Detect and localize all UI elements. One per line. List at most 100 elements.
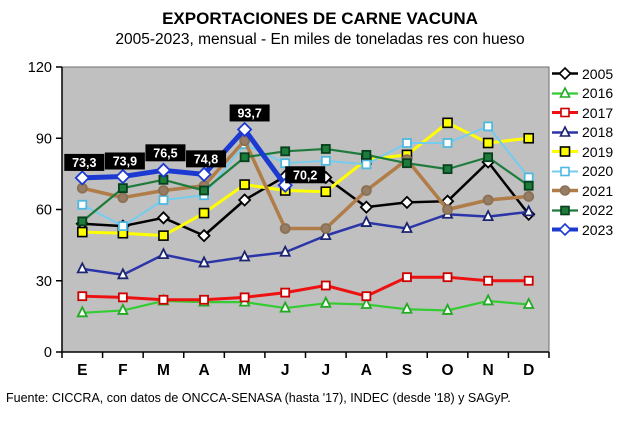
data-point-2005 — [156, 211, 171, 225]
y-tick-label: 30 — [36, 274, 52, 290]
data-point-2005 — [237, 193, 252, 207]
legend-swatch-2022 — [552, 205, 578, 216]
data-point-2022 — [239, 152, 250, 163]
data-point-2019 — [320, 186, 332, 197]
data-point-2023 — [155, 162, 172, 179]
data-label-box — [186, 150, 227, 168]
legend-item-2020: 2020 — [551, 162, 639, 182]
data-point-2020 — [158, 195, 169, 205]
x-tick-label: O — [442, 362, 454, 379]
x-tick-label: A — [361, 362, 372, 379]
y-tick-label: 0 — [44, 345, 52, 361]
data-point-2020 — [483, 121, 494, 132]
x-tick-label: N — [483, 362, 494, 379]
data-point-2018 — [482, 209, 495, 222]
series-line-2017 — [82, 275, 529, 302]
data-label-box — [285, 166, 326, 184]
legend-label-2019: 2019 — [582, 143, 614, 160]
x-tick-label: F — [118, 362, 127, 379]
data-point-2021 — [482, 194, 494, 206]
series-line-2020 — [81, 125, 530, 228]
legend-swatch-2021 — [552, 185, 578, 197]
plot-background — [61, 66, 550, 353]
data-point-2018 — [522, 204, 535, 217]
data-point-2021 — [320, 223, 332, 234]
legend-swatch-2016 — [552, 85, 578, 98]
data-point-2022 — [483, 152, 494, 163]
data-point-2017 — [280, 287, 291, 298]
data-point-2020 — [442, 138, 453, 148]
data-point-2017 — [158, 294, 169, 305]
data-point-2017 — [442, 272, 453, 283]
legend-label-2020: 2020 — [582, 163, 614, 180]
series-2017 — [77, 272, 534, 305]
legend-swatch-2005 — [552, 67, 578, 81]
data-point-2022 — [280, 146, 291, 157]
data-point-2016 — [319, 295, 332, 308]
legend-marker-2017 — [560, 107, 570, 118]
legend-marker-2018 — [559, 124, 571, 137]
data-point-2018 — [401, 220, 413, 233]
series-2021 — [76, 135, 535, 234]
legend: 2005 2016 2017 2018 2019 2020 2021 2022 2023 — [551, 64, 639, 240]
y-tick-label: 60 — [36, 203, 52, 219]
data-point-2022 — [442, 164, 453, 175]
data-point-2023 — [115, 168, 131, 185]
data-point-2019 — [239, 179, 250, 190]
data-point-2017 — [361, 291, 372, 302]
data-point-2023 — [74, 170, 91, 186]
legend-swatch-2020 — [552, 166, 578, 177]
series-2023: 73,3 73,9 76,5 74,8 93,7 70,2 — [64, 104, 326, 194]
x-tick-label: D — [523, 362, 534, 379]
data-point-2021 — [442, 204, 453, 215]
x-tick-label: M — [157, 362, 170, 379]
data-point-2019 — [158, 230, 169, 241]
data-label: 70,2 — [293, 168, 317, 182]
data-point-2017 — [77, 291, 88, 302]
legend-item-2021: 2021 — [551, 181, 639, 201]
data-label-box — [64, 153, 105, 171]
data-point-2019 — [523, 132, 535, 144]
legend-swatch-2018 — [552, 124, 578, 137]
x-tick-label: J — [281, 362, 290, 379]
data-point-2018 — [157, 247, 170, 260]
source-note: Fuente: CICCRA, con datos de ONCCA-SENAS… — [6, 391, 511, 405]
data-point-2018 — [360, 215, 373, 227]
chart-subtitle: 2005-2023, mensual - En miles de tonelad… — [115, 31, 525, 48]
series-line-2016 — [82, 299, 529, 314]
legend-marker-2005 — [558, 67, 572, 81]
legend-label-2023: 2023 — [582, 221, 614, 238]
data-point-2018 — [319, 228, 332, 241]
legend-label-2017: 2017 — [582, 104, 614, 121]
data-point-2018 — [76, 261, 89, 274]
data-label-box — [145, 144, 186, 162]
data-point-2020 — [320, 155, 331, 166]
series-line-2022 — [81, 147, 530, 223]
legend-marker-2020 — [560, 166, 570, 177]
chart-title: EXPORTACIONES DE CARNE VACUNA — [162, 9, 478, 28]
data-point-2018 — [198, 255, 210, 268]
data-point-2018 — [238, 249, 251, 262]
data-point-2017 — [320, 280, 331, 291]
x-tick-label: S — [402, 362, 412, 379]
data-point-2023 — [236, 121, 253, 138]
data-point-2020 — [523, 172, 534, 183]
legend-item-2023: 2023 — [551, 220, 639, 240]
x-tick-label: E — [77, 362, 87, 379]
legend-item-2017: 2017 — [551, 103, 639, 123]
data-point-2017 — [199, 294, 209, 305]
legend-marker-2016 — [559, 85, 571, 98]
legend-label-2021: 2021 — [582, 182, 614, 199]
legend-item-2016: 2016 — [551, 84, 639, 104]
data-point-2017 — [523, 275, 534, 286]
data-point-2021 — [360, 185, 372, 196]
legend-label-2016: 2016 — [582, 85, 614, 102]
legend-swatch-2019 — [552, 146, 578, 158]
data-label: 74,8 — [194, 152, 218, 166]
data-point-2020 — [402, 138, 412, 148]
data-point-2016 — [360, 296, 373, 309]
data-point-2005 — [197, 228, 211, 243]
data-point-2022 — [523, 180, 534, 191]
legend-item-2022: 2022 — [551, 201, 639, 221]
